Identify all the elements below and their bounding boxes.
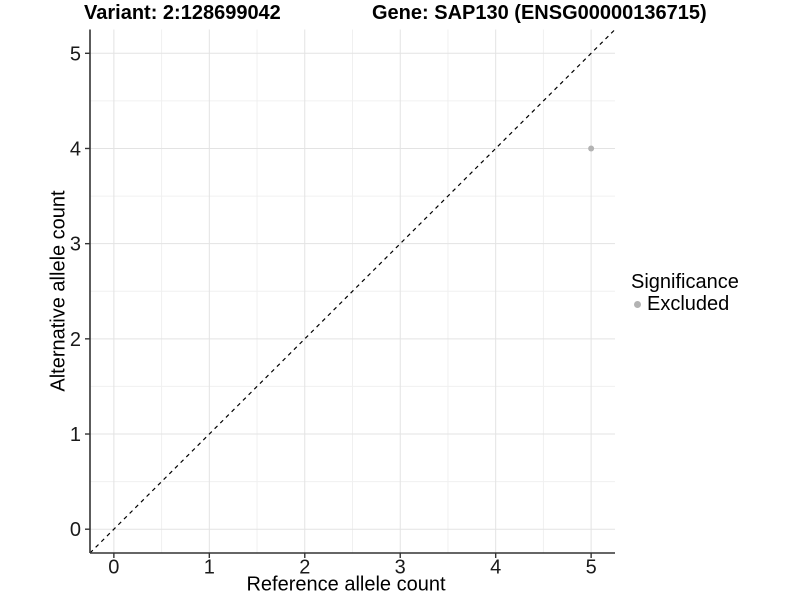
y-tick-label: 5 xyxy=(70,43,81,65)
y-tick-label: 1 xyxy=(70,424,81,446)
y-tick-label: 4 xyxy=(70,138,81,160)
legend: Significance Excluded xyxy=(631,272,739,314)
x-tick-label: 3 xyxy=(395,557,406,579)
legend-item: Excluded xyxy=(631,294,739,314)
x-tick-label: 2 xyxy=(299,557,310,579)
x-tick-label: 4 xyxy=(490,557,501,579)
legend-item-label: Excluded xyxy=(647,293,730,315)
gene-title: Gene: SAP130 (ENSG00000136715) xyxy=(372,2,707,24)
x-tick-label: 5 xyxy=(586,557,597,579)
y-tick-label: 3 xyxy=(70,234,81,256)
identity-line xyxy=(89,29,616,554)
x-tick-label: 1 xyxy=(204,557,215,579)
y-tick-label: 2 xyxy=(70,329,81,351)
legend-point-icon xyxy=(634,300,641,308)
x-axis-title: Reference allele count xyxy=(246,573,446,596)
y-axis-title: Alternative allele count xyxy=(47,190,70,392)
y-tick-label: 0 xyxy=(70,519,81,541)
x-tick-label: 0 xyxy=(108,557,119,579)
data-point xyxy=(588,145,595,152)
variant-title: Variant: 2:128699042 xyxy=(84,2,281,24)
legend-title: Significance xyxy=(631,271,739,293)
